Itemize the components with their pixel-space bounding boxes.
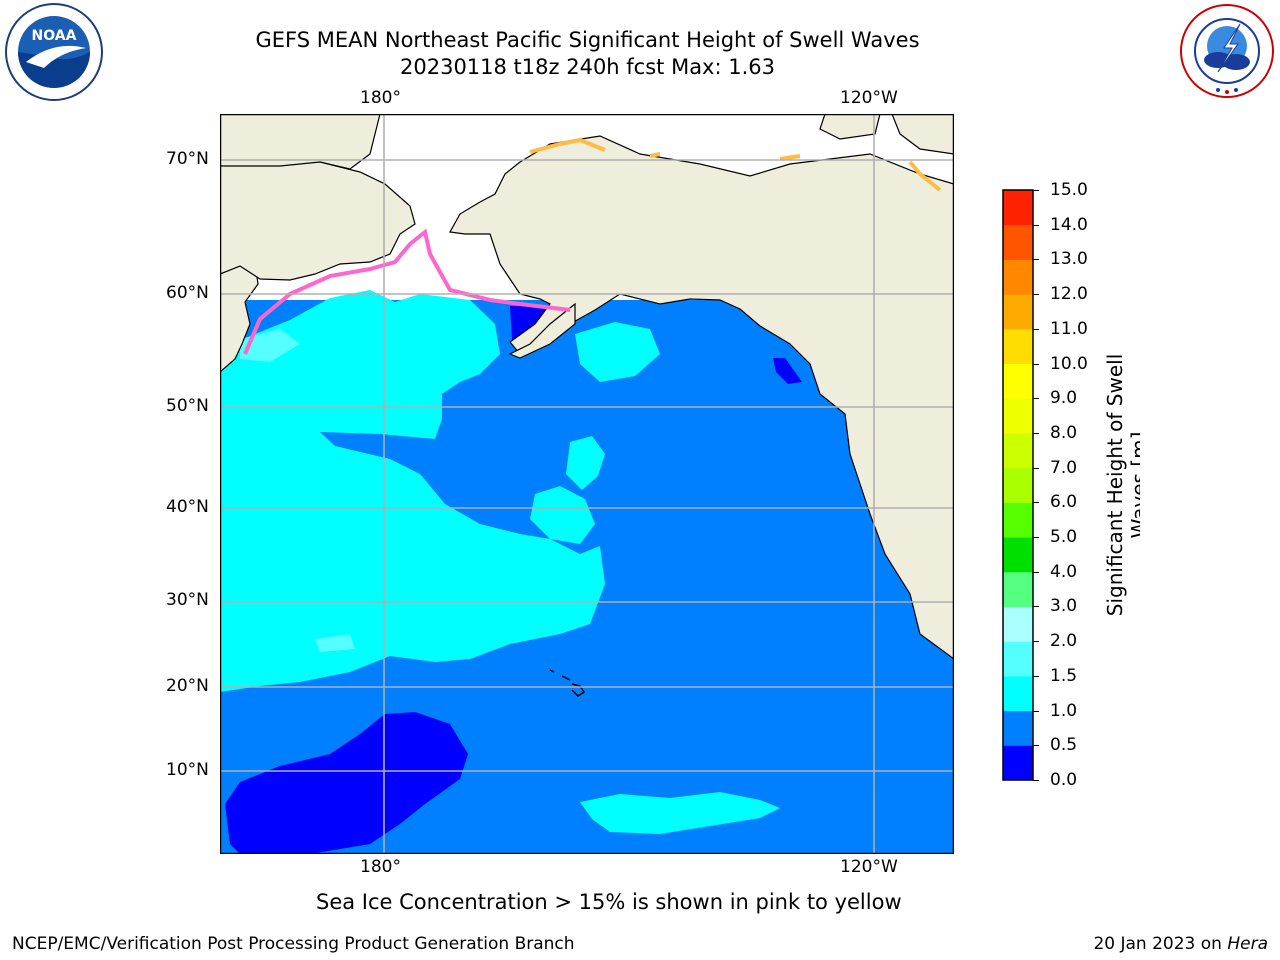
colorbar-segment <box>1003 259 1033 295</box>
colorbar-tick-label: 15.0 <box>1050 180 1088 200</box>
colorbar-tick-mark <box>1033 467 1039 469</box>
sea-ice-spots <box>529 137 942 192</box>
colorbar-segment <box>1003 190 1033 226</box>
lon-label-bottom-120w: 120°W <box>840 857 898 877</box>
lat-label-60n: 60°N <box>166 283 209 303</box>
colorbar-label-line1: Significant Height of Swell <box>1103 354 1127 616</box>
sea-ice-note: Sea Ice Concentration > 15% is shown in … <box>316 890 902 914</box>
chart-subtitle: 20230118 t18z 240h fcst Max: 1.63 <box>400 55 775 79</box>
swell-area-1.0-1.5-gulf <box>575 322 660 382</box>
nws-logo <box>1180 4 1274 98</box>
colorbar-tick-label: 2.0 <box>1050 631 1078 652</box>
colorbar-segment <box>1003 328 1033 365</box>
colorbar-segment <box>1003 571 1033 607</box>
colorbar-segment <box>1003 675 1033 712</box>
colorbar-tick-mark <box>1033 190 1039 191</box>
graticule <box>220 114 954 854</box>
chart-title: GEFS MEAN Northeast Pacific Significant … <box>255 28 920 52</box>
footer-date: 20 Jan 2023 on <box>1093 934 1228 954</box>
colorbar-tick-mark <box>1033 398 1039 400</box>
colorbar-tick-mark <box>1033 328 1039 330</box>
swell-area-1.5-2.0-patch-2 <box>240 329 300 362</box>
colorbar-segment <box>1003 641 1033 677</box>
lat-label-40n: 40°N <box>166 497 209 517</box>
colorbar-tick-label: 6.0 <box>1050 492 1078 513</box>
colorbar-tick-mark <box>1033 675 1039 677</box>
footer-left: NCEP/EMC/Verification Post Processing Pr… <box>12 934 575 954</box>
colorbar-tick-mark <box>1033 537 1039 539</box>
colorbar-tick-label: 10.0 <box>1050 353 1088 374</box>
colorbar-tick-mark <box>1033 224 1039 226</box>
colorbar-tick-label: 0.5 <box>1050 735 1078 756</box>
colorbar-segment <box>1003 745 1033 781</box>
colorbar-segment <box>1003 467 1033 503</box>
lon-label-bottom-180: 180° <box>360 857 401 877</box>
colorbar-tick-label: 8.0 <box>1050 422 1078 443</box>
colorbar-tick-label: 1.0 <box>1050 700 1078 721</box>
colorbar-tick-label: 1.5 <box>1050 665 1078 686</box>
colorbar <box>1002 189 1034 781</box>
colorbar-segment <box>1003 398 1033 434</box>
colorbar-segment <box>1003 294 1033 330</box>
lat-label-50n: 50°N <box>166 396 209 416</box>
land-north-america <box>449 135 954 660</box>
colorbar-tick-mark <box>1033 641 1039 643</box>
swell-area-1.5-2.0-patch <box>315 634 355 652</box>
colorbar-tick-mark <box>1033 502 1039 504</box>
lon-label-top-180: 180° <box>360 88 401 108</box>
lat-label-10n: 10°N <box>166 760 209 780</box>
land-chukotka <box>220 161 416 281</box>
noaa-logo: NOAA <box>5 3 103 101</box>
swell-area-1.0-1.5-central <box>530 486 595 544</box>
land-hawaii <box>549 669 586 697</box>
land-arctic-island <box>819 114 881 140</box>
colorbar-segment <box>1003 363 1033 399</box>
colorbar-tick-label: 7.0 <box>1050 457 1078 478</box>
lon-label-top-120w: 120°W <box>840 88 898 108</box>
colorbar-tick-mark <box>1033 294 1039 296</box>
swell-area-0-0.5-southwest <box>225 712 468 854</box>
colorbar-tick-label: 11.0 <box>1050 318 1088 339</box>
colorbar-tick-label: 9.0 <box>1050 388 1078 409</box>
colorbar-tick-mark <box>1033 606 1039 608</box>
colorbar-tick-label: 5.0 <box>1050 527 1078 548</box>
colorbar-tick-label: 3.0 <box>1050 596 1078 617</box>
colorbar-tick-mark <box>1033 780 1039 781</box>
wave-height-map <box>220 114 954 854</box>
colorbar-tick-mark <box>1033 363 1039 365</box>
colorbar-tick-label: 4.0 <box>1050 561 1078 582</box>
colorbar-segment <box>1003 537 1033 573</box>
swell-area-1.0-1.5-tropical <box>580 792 780 834</box>
colorbar-tick-label: 0.0 <box>1050 770 1078 790</box>
swell-area-0-0.5-bc <box>773 358 802 384</box>
colorbar-tick-mark <box>1033 432 1039 434</box>
lat-label-30n: 30°N <box>166 590 209 610</box>
colorbar-tick-label: 13.0 <box>1050 249 1088 270</box>
land-alaska-peninsula <box>508 302 576 359</box>
colorbar-tick-mark <box>1033 745 1039 747</box>
colorbar-frame <box>1002 189 1034 781</box>
colorbar-segment <box>1003 224 1033 260</box>
map-frame <box>220 114 954 854</box>
colorbar-segment <box>1003 502 1033 538</box>
lat-label-70n: 70°N <box>166 149 209 169</box>
land-arctic-island-2 <box>891 114 954 155</box>
colorbar-label: Significant Height of Swell Waves [m] <box>1100 335 1151 635</box>
colorbar-segment <box>1003 432 1033 469</box>
footer-machine: Hera <box>1227 934 1268 954</box>
colorbar-tick-mark <box>1033 571 1039 573</box>
colorbar-label-line2: Waves [m] <box>1127 432 1140 539</box>
footer-right: 20 Jan 2023 on Hera <box>1093 934 1268 954</box>
colorbar-tick-label: 14.0 <box>1050 214 1088 235</box>
noaa-logo-text: NOAA <box>32 28 77 44</box>
colorbar-segment <box>1003 710 1033 746</box>
swell-area-1.0-1.5-hawaii <box>566 436 605 490</box>
colorbar-tick-label: 12.0 <box>1050 284 1088 305</box>
colorbar-tick-mark <box>1033 710 1039 712</box>
colorbar-ticks: 15.0 14.0 13.0 12.0 11.0 10.0 9.0 8.0 7.0 6.0 5.0 4… <box>1033 180 1106 790</box>
lat-label-20n: 20°N <box>166 676 209 696</box>
colorbar-segment <box>1003 606 1033 642</box>
colorbar-tick-mark <box>1033 259 1039 261</box>
swell-area-1.0-1.5-west <box>220 290 605 692</box>
